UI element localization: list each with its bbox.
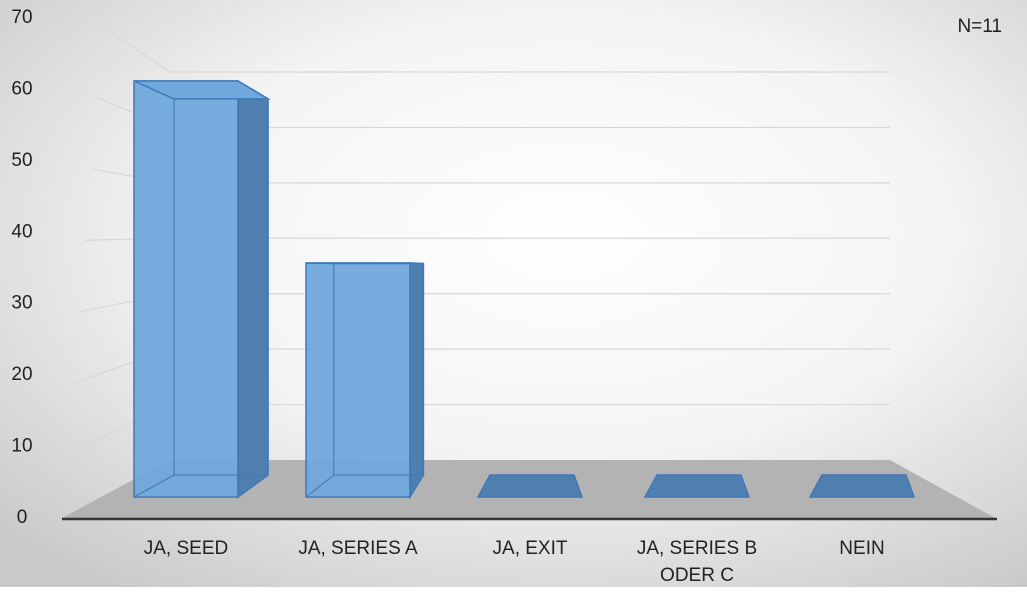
bar-side [410,263,423,497]
x-tick-label: JA, EXIT [493,538,568,559]
y-tick-label: 10 [11,436,32,457]
bar [810,475,914,497]
bar-front [306,263,410,497]
y-tick-label: 60 [11,78,32,99]
label-line: NEIN [839,538,884,559]
y-tick-label: 0 [17,507,28,528]
y-tick-label: 40 [11,221,32,242]
label-line: JA, SEED [144,538,228,559]
bar [478,475,582,497]
label-line: JA, SERIES A [298,538,418,559]
bar-top [645,475,749,497]
y-tick-label: 50 [11,150,32,171]
y-tick-label: 30 [11,293,32,314]
y-tick-label: 20 [11,364,32,385]
bar [306,263,423,497]
x-tick-label: JA, SERIES A [298,538,418,559]
label-line: JA, EXIT [493,538,568,559]
annotation: N=11 [957,16,1002,37]
x-tick-label: JA, SEED [144,538,228,559]
label-line: JA, SERIES B [637,538,757,559]
bar-top [478,475,582,497]
bar-front [134,81,238,497]
x-tick-label: NEIN [839,538,884,559]
bar-side [238,81,268,497]
bar-top [810,475,914,497]
y-tick-label: 70 [11,7,32,28]
bar [645,475,749,497]
label-line: ODER C [660,565,734,586]
bar [134,81,268,497]
